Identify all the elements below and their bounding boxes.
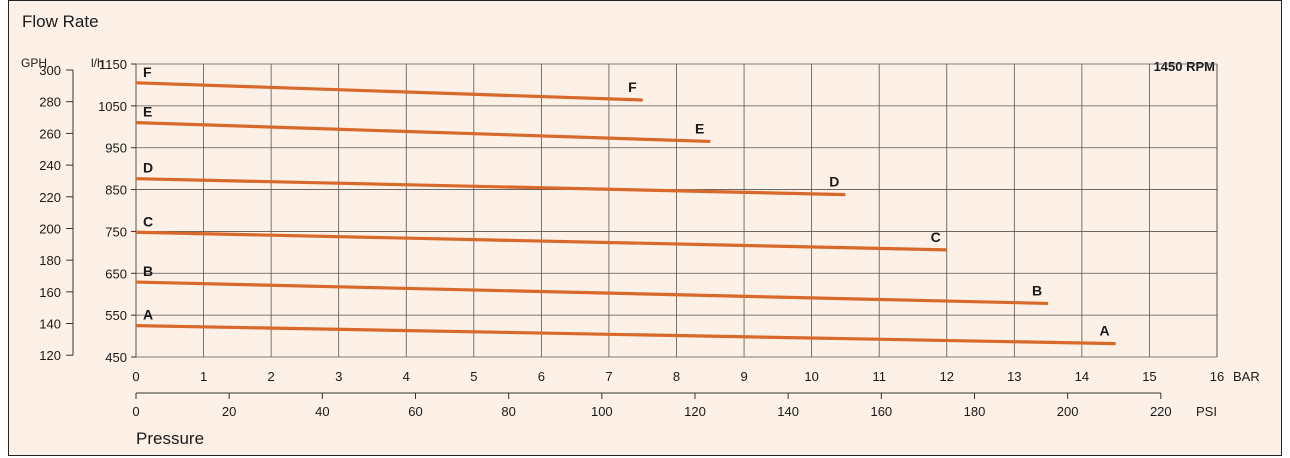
x-secondary-tick-label: 0 — [132, 404, 139, 419]
x-primary-tick-label: 14 — [1075, 369, 1089, 384]
y-secondary-tick-label: 220 — [39, 190, 61, 205]
y-primary-tick-label: 650 — [105, 266, 127, 281]
x-secondary-tick-label: 200 — [1057, 404, 1079, 419]
series-line-e — [135, 121, 711, 144]
series-end-label-f: F — [628, 79, 637, 95]
x-secondary-tick-label: 80 — [501, 404, 515, 419]
x-primary-tick-label: 7 — [605, 369, 612, 384]
x-primary-tick-label: 15 — [1142, 369, 1156, 384]
series-start-label-d: D — [143, 160, 153, 176]
x-primary-tick-label: 11 — [872, 369, 886, 384]
x-secondary-tick-label: 100 — [591, 404, 613, 419]
x-primary-tick-label: 3 — [335, 369, 342, 384]
x-primary-tick-label: 0 — [132, 369, 139, 384]
x-primary-tick-label: 1 — [200, 369, 207, 384]
chart-title: Flow Rate — [22, 12, 99, 31]
series-end-label-e: E — [695, 120, 704, 136]
y-secondary-tick-label: 260 — [39, 126, 61, 141]
y-secondary-tick-label: 280 — [39, 95, 61, 110]
y-secondary-tick-label: 300 — [39, 63, 61, 78]
x-secondary-tick-label: 40 — [315, 404, 329, 419]
series-end-label-c: C — [931, 229, 941, 245]
y-primary-tick-label: 1050 — [98, 99, 127, 114]
y-secondary-tick-label: 240 — [39, 158, 61, 173]
y-primary-tick-label: 450 — [105, 350, 127, 365]
x-secondary-unit-label: PSI — [1196, 404, 1217, 419]
y-secondary-tick-label: 180 — [39, 253, 61, 268]
x-primary-tick-label: 2 — [268, 369, 275, 384]
x-primary-tick-label: 5 — [470, 369, 477, 384]
y-primary-unit-label: l/h — [91, 56, 104, 70]
x-primary-tick-label: 16 — [1210, 369, 1224, 384]
y-primary-tick-label: 550 — [105, 308, 127, 323]
x-secondary-tick-label: 120 — [684, 404, 706, 419]
series-line-b — [135, 280, 1049, 306]
y-primary-tick-label: 750 — [105, 224, 127, 239]
x-primary-tick-label: 8 — [673, 369, 680, 384]
chart-frame: Flow Rate 1450 RPM GPH l/h 450 550 650 750 850 95… — [8, 0, 1282, 456]
x-primary-tick-label: 9 — [740, 369, 747, 384]
x-primary-unit-label: BAR — [1233, 369, 1260, 384]
x-primary-tick-label: 6 — [538, 369, 545, 384]
series-start-label-a: A — [143, 307, 153, 323]
series-start-label-e: E — [143, 104, 152, 120]
x-primary-tick-label: 4 — [403, 369, 410, 384]
series-end-label-b: B — [1032, 282, 1042, 298]
y-primary-tick-label: 850 — [105, 183, 127, 198]
series-start-label-c: C — [143, 213, 153, 229]
y-secondary-tick-label: 160 — [39, 285, 61, 300]
series-start-label-b: B — [143, 263, 153, 279]
y-primary-tick-label: 1150 — [99, 57, 127, 72]
x-secondary-tick-label: 180 — [964, 404, 986, 419]
y-secondary-tick-label: 120 — [39, 348, 61, 363]
y-secondary-unit-label: GPH — [21, 56, 47, 70]
x-secondary-tick-label: 220 — [1150, 404, 1172, 419]
x-primary-tick-label: 13 — [1007, 369, 1021, 384]
x-secondary-tick-label: 160 — [870, 404, 892, 419]
series-line-d — [135, 177, 846, 197]
series-line-c — [135, 230, 947, 252]
series-start-label-f: F — [143, 64, 152, 80]
x-secondary-tick-label: 20 — [222, 404, 236, 419]
y-secondary-tick-label: 200 — [39, 221, 61, 236]
x-secondary-tick-label: 140 — [777, 404, 799, 419]
x-primary-tick-label: 12 — [940, 369, 954, 384]
y-secondary-tick-label: 140 — [39, 317, 61, 332]
x-primary-tick-label: 10 — [804, 369, 818, 384]
x-axis-title: Pressure — [136, 429, 204, 448]
series-line-a — [135, 324, 1116, 346]
x-secondary-tick-label: 60 — [408, 404, 422, 419]
speed-label: 1450 RPM — [1154, 59, 1215, 74]
y-primary-tick-label: 950 — [105, 141, 127, 156]
series-line-f — [135, 81, 643, 102]
series-end-label-d: D — [829, 174, 839, 190]
series-end-label-a: A — [1100, 323, 1110, 339]
